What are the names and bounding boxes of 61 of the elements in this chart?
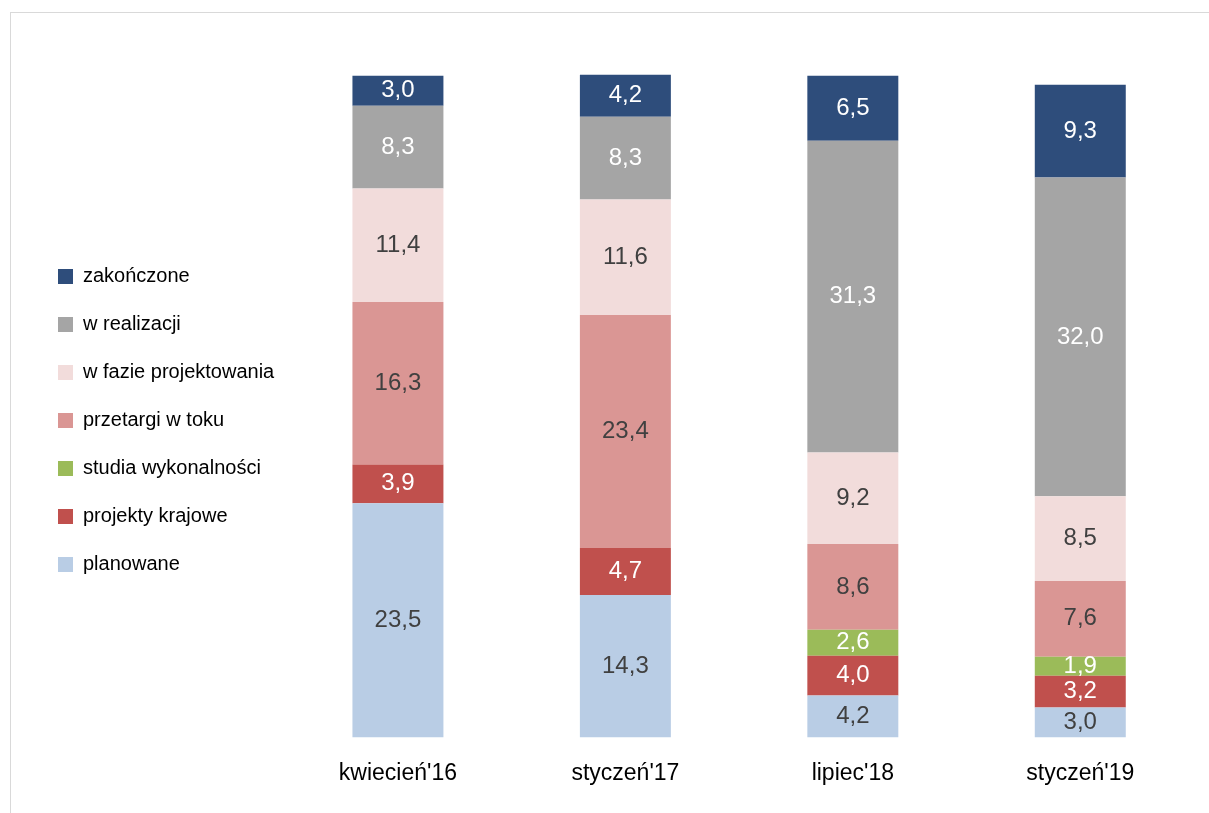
bar	[579, 116, 671, 200]
data-label: 31,3	[829, 281, 877, 309]
bar	[1034, 675, 1126, 708]
bar	[1034, 84, 1126, 178]
data-label: 11,6	[602, 241, 648, 269]
legend-label: w realizacji	[82, 312, 181, 335]
data-label: 7,6	[1063, 603, 1097, 631]
bar	[352, 105, 444, 189]
bar	[352, 188, 444, 303]
data-label: 32,0	[1056, 321, 1104, 349]
bar	[1034, 580, 1126, 657]
bar	[352, 75, 444, 106]
data-label: 14,3	[602, 650, 649, 678]
bar	[352, 464, 444, 504]
data-label: 4,0	[836, 660, 870, 688]
bar	[352, 503, 444, 738]
legend-label: planowane	[83, 552, 180, 575]
bar	[579, 314, 671, 549]
bar	[579, 199, 671, 315]
bar	[807, 75, 899, 141]
data-label: 4,2	[836, 701, 870, 729]
data-label: 8,3	[608, 142, 643, 170]
data-label: 4,2	[608, 80, 643, 108]
data-label: 9,3	[1063, 115, 1097, 143]
bar	[579, 548, 671, 595]
data-label: 6,5	[836, 92, 870, 120]
data-label: 3,0	[1063, 707, 1097, 735]
x-tick-label: styczeń'19	[1026, 758, 1135, 785]
data-label: 1,9	[1063, 650, 1097, 678]
bar	[1034, 496, 1126, 581]
bar	[807, 544, 899, 630]
data-label: 8,5	[1063, 523, 1097, 551]
bar	[807, 695, 899, 738]
data-label: 16,3	[374, 367, 422, 395]
bar	[807, 655, 899, 696]
x-tick-label: styczeń'17	[571, 758, 680, 785]
legend-label: zakończone	[83, 264, 190, 287]
data-label: 3,2	[1063, 676, 1097, 704]
legend-label: w fazie projektowania	[82, 360, 276, 383]
data-label: 23,5	[374, 604, 422, 632]
bar	[807, 452, 899, 545]
data-label: 4,7	[608, 556, 643, 584]
data-label: 11,4	[375, 229, 421, 257]
bar	[579, 74, 671, 117]
bar	[352, 302, 444, 465]
data-label: 23,4	[602, 416, 649, 444]
data-label: 3,0	[381, 75, 415, 103]
legend-label: przetargi w toku	[83, 408, 225, 431]
x-tick-label: lipiec'18	[811, 758, 895, 785]
bar	[807, 629, 899, 656]
bar	[579, 594, 671, 738]
data-label: 2,6	[836, 627, 870, 655]
data-label: 8,6	[836, 571, 870, 599]
data-label: 3,9	[381, 468, 415, 496]
x-tick-label: kwiecień'16	[338, 758, 458, 785]
bar	[807, 140, 899, 453]
legend-label: studia wykonalności	[83, 456, 261, 479]
data-label: 8,3	[381, 131, 415, 159]
legend-label: projekty krajowe	[83, 504, 228, 527]
data-label: 9,2	[836, 482, 870, 510]
bar	[1034, 177, 1126, 497]
